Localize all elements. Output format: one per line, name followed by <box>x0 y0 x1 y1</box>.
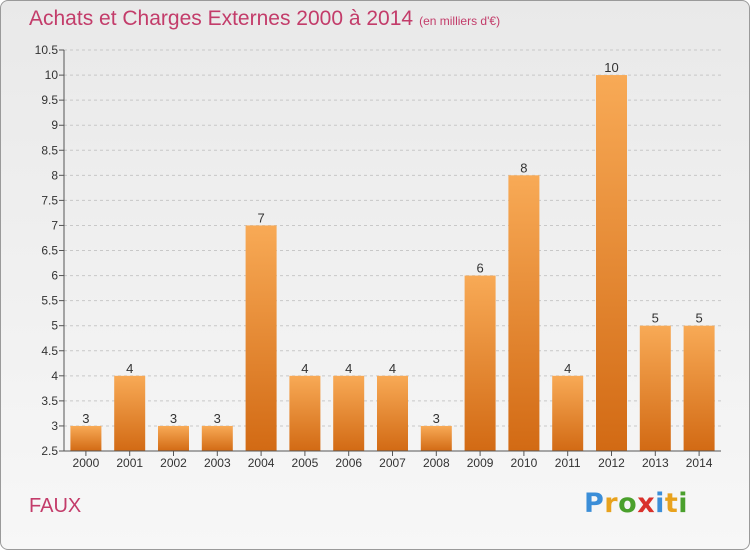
bars <box>70 75 715 451</box>
data-label: 3 <box>170 411 177 426</box>
y-tick-label: 10.5 <box>35 43 59 57</box>
data-label: 4 <box>345 361 352 376</box>
x-tick-label: 2009 <box>467 456 494 470</box>
bar <box>552 375 584 451</box>
y-tick-label: 9 <box>51 118 58 132</box>
bar <box>596 75 627 451</box>
data-label: 4 <box>564 361 571 376</box>
data-label: 4 <box>126 361 133 376</box>
y-tick-label: 3.5 <box>41 394 58 408</box>
x-tick-label: 2005 <box>292 456 319 470</box>
y-tick-label: 4 <box>51 369 58 383</box>
x-tick-label: 2008 <box>423 456 450 470</box>
title-text: Achats et Charges Externes 2000 à 2014 <box>29 7 414 30</box>
y-tick-label: 7.5 <box>41 193 58 207</box>
proxiti-logo: Proxiti <box>584 488 688 519</box>
bar <box>114 375 146 451</box>
data-label: 6 <box>476 261 483 276</box>
bar <box>508 175 540 451</box>
logo-letter: x <box>637 488 656 519</box>
y-tick-label: 5.5 <box>41 294 58 308</box>
unit-label: (en milliers d'€) <box>419 14 501 28</box>
x-tick-label: 2004 <box>248 456 275 470</box>
bar <box>245 225 277 451</box>
data-label: 5 <box>652 311 659 326</box>
x-tick-label: 2003 <box>204 456 231 470</box>
x-tick-label: 2006 <box>335 456 362 470</box>
data-label: 8 <box>520 160 527 175</box>
logo-letter: r <box>604 488 619 519</box>
data-label: 4 <box>301 361 308 376</box>
x-tick-label: 2007 <box>379 456 406 470</box>
y-tick-label: 6.5 <box>41 244 58 258</box>
bar <box>639 325 671 451</box>
x-tick-label: 2010 <box>511 456 538 470</box>
data-label: 3 <box>214 411 221 426</box>
bar <box>158 425 189 451</box>
bar <box>683 325 715 451</box>
y-tick-label: 7 <box>51 218 58 232</box>
commune-name: FAUX <box>29 495 82 517</box>
x-tick-label: 2000 <box>73 456 100 470</box>
logo-letter: t <box>664 488 679 519</box>
x-tick-label: 2002 <box>160 456 187 470</box>
chart-title: Achats et Charges Externes 2000 à 2014 (e… <box>29 7 500 31</box>
y-tick-label: 8.5 <box>41 143 58 157</box>
data-label: 4 <box>389 361 396 376</box>
bar <box>201 425 233 451</box>
x-tick-label: 2001 <box>116 456 143 470</box>
bar <box>420 425 452 451</box>
data-label: 3 <box>433 411 440 426</box>
logo-letter: i <box>678 488 689 519</box>
x-tick-label: 2014 <box>686 456 713 470</box>
y-axis-ticks: 2.5 3 3.5 4 4.5 5 5.5 6 6.5 7 7.5 8 8.5 9 9.5 10 10.5 <box>35 43 64 458</box>
logo-letter: i <box>655 488 665 519</box>
y-tick-label: 4.5 <box>41 344 58 358</box>
bar <box>289 375 321 451</box>
x-tick-label: 2013 <box>642 456 669 470</box>
logo-letter: o <box>618 488 638 519</box>
bar <box>333 375 365 451</box>
data-label: 10 <box>604 60 618 75</box>
data-label: 5 <box>695 311 702 326</box>
y-tick-label: 2.5 <box>41 444 58 458</box>
logo-letter: P <box>584 488 605 519</box>
bar <box>70 425 102 451</box>
data-labels: 3 4 3 3 7 4 4 4 3 6 8 4 10 5 5 <box>82 60 702 426</box>
y-tick-label: 9.5 <box>41 93 58 107</box>
y-tick-label: 6 <box>51 269 58 283</box>
x-axis-ticks: 2000 2001 2002 2003 2004 2005 2006 2007 2008 2009… <box>73 451 713 470</box>
data-label: 7 <box>257 210 264 225</box>
y-tick-label: 10 <box>45 68 59 82</box>
x-tick-label: 2012 <box>598 456 625 470</box>
x-tick-label: 2011 <box>555 456 581 470</box>
y-tick-label: 8 <box>51 168 58 182</box>
data-label: 3 <box>82 411 89 426</box>
y-tick-label: 5 <box>51 319 58 333</box>
y-tick-label: 3 <box>51 419 58 433</box>
bar <box>464 275 496 451</box>
bar <box>377 375 408 451</box>
